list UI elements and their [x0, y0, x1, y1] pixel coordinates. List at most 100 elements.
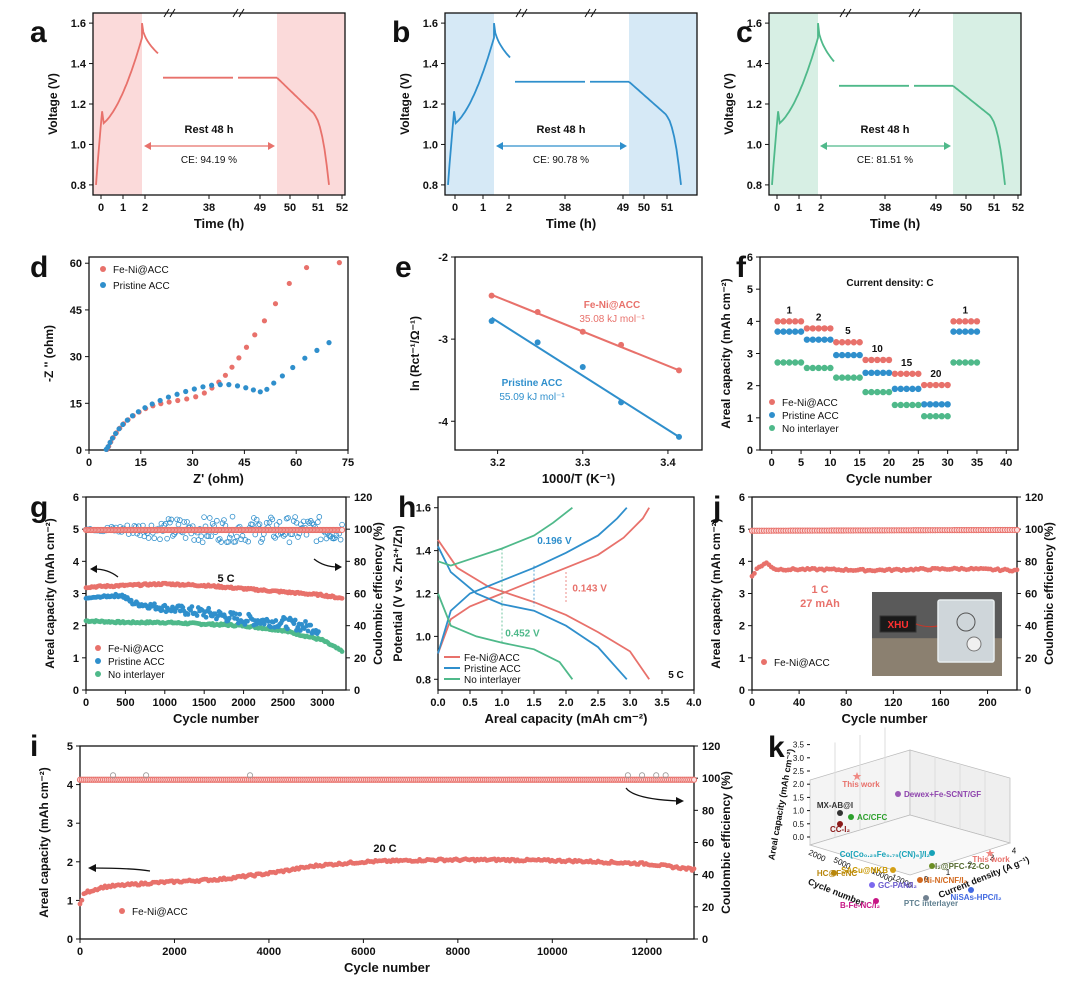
x-tick-label: 2	[506, 202, 512, 214]
ce-point-blue	[337, 536, 344, 543]
legend-label: Pristine ACC	[108, 657, 165, 668]
ce-point-blue	[216, 536, 223, 542]
x-tick-label: 38	[559, 202, 571, 214]
point-label: Ni-N/CNF/I₂	[924, 876, 968, 885]
data-point-red	[833, 339, 840, 346]
ce-point-blue	[256, 521, 263, 528]
data-point-red	[915, 370, 922, 377]
data-point-red	[336, 260, 342, 266]
x-tick-label: 0.0	[430, 697, 445, 709]
x-tick-label: 51	[661, 202, 673, 214]
y-tick-label: 2	[739, 621, 745, 633]
y-tick-label: 1.2	[747, 99, 762, 111]
y-tick-label-right: 40	[354, 621, 366, 633]
y-axis-label: Areal capacity (mAh cm⁻²)	[37, 767, 51, 917]
legend-marker	[100, 282, 106, 288]
rest-annotation: Rest 48 h	[185, 124, 234, 136]
data-point-blue	[932, 401, 940, 408]
y-tick-label: 3.0	[793, 754, 805, 763]
scatter-marker	[837, 821, 843, 827]
scatter-marker	[848, 814, 854, 820]
point-label: B-Fe-NC/I₂	[840, 901, 880, 910]
x-tick-label: 50	[284, 202, 296, 214]
scatter-marker	[923, 895, 929, 901]
data-point-green	[786, 359, 793, 366]
legend-label: Pristine ACC	[464, 664, 521, 675]
x-axis-label: Time (h)	[546, 216, 596, 231]
data-point-green	[944, 413, 951, 420]
ce-outlier	[624, 772, 631, 779]
ce-point-blue	[206, 515, 213, 521]
data-point-blue	[488, 318, 495, 325]
data-point-blue	[534, 339, 541, 346]
data-point-blue	[191, 386, 197, 392]
rate-annotation: 5 C	[668, 670, 684, 681]
axis-break	[914, 8, 921, 18]
capacity-point-blue	[194, 613, 200, 618]
y-tick-label-right: 80	[354, 556, 366, 568]
data-point-red	[891, 370, 899, 377]
data-point-blue	[879, 369, 887, 376]
y-tick-label-right: 60	[1025, 589, 1037, 601]
ce-point-blue	[285, 515, 291, 521]
discharge-region-shade	[629, 13, 697, 195]
y-tick-label-right: 0	[354, 685, 360, 697]
arrow-head	[268, 142, 275, 150]
panel-letter-h: h	[398, 491, 416, 524]
voltage-gap-label: 0.452 V	[505, 628, 540, 639]
data-point-red	[862, 356, 869, 364]
ce-point-blue	[201, 514, 207, 520]
ce-point-blue	[300, 518, 307, 525]
ce-point-blue	[315, 519, 321, 525]
z-tick-label: 0	[924, 875, 929, 884]
ce-point-blue	[292, 514, 298, 520]
ce-point-blue	[199, 539, 206, 546]
capacity-point-blue	[234, 616, 240, 622]
capacity-point-blue	[180, 604, 186, 610]
capacity-point-blue	[159, 607, 165, 613]
y-tick-label: 1.6	[423, 18, 438, 30]
right-axis-arrow	[625, 787, 679, 802]
y-tick-label: 4	[67, 780, 74, 792]
y-tick-label: 5	[739, 524, 745, 536]
x-axis-label: Z' (ohm)	[193, 471, 244, 486]
y-tick-label: 1.4	[747, 59, 763, 71]
x-tick-label: 40	[793, 697, 805, 709]
data-point-blue	[897, 385, 904, 393]
ce-point-blue	[309, 520, 315, 526]
ce-point-blue	[233, 533, 240, 540]
data-point-red	[236, 355, 242, 361]
y-tick-label-right: 60	[354, 589, 366, 601]
ce-point-blue	[339, 521, 345, 528]
y-tick-label: 1.0	[747, 139, 762, 151]
arrow-head	[676, 797, 684, 805]
ce-point-blue	[303, 531, 310, 538]
z-tick-label: 3	[990, 854, 995, 863]
data-point-red	[809, 325, 816, 332]
data-point-green	[879, 388, 887, 396]
scatter-marker	[929, 863, 935, 869]
legend-label: No interlayer	[464, 675, 521, 686]
x-tick-label: 3.3	[575, 457, 590, 469]
data-point-green	[938, 413, 945, 420]
arrow-head	[820, 142, 827, 150]
x-tick-label: 1.5	[526, 697, 541, 709]
y-tick-label: 2	[67, 857, 73, 869]
y-tick-label: 1.5	[793, 793, 805, 802]
data-point-red	[201, 390, 207, 396]
data-point-red	[926, 381, 934, 389]
data-point-blue	[885, 369, 893, 376]
data-point-green	[967, 359, 975, 366]
legend-marker	[769, 412, 775, 418]
data-point-red	[272, 301, 279, 307]
data-point-blue	[844, 351, 852, 359]
data-point-blue	[226, 382, 232, 388]
axis-break	[584, 8, 591, 18]
x-tick-label: 0	[749, 697, 755, 709]
y-axis-label: Voltage (V)	[722, 73, 736, 135]
capacity-annotation: 27 mAh	[800, 598, 840, 610]
data-point-blue	[973, 328, 981, 335]
legend-marker	[769, 425, 775, 431]
x-tick-label: 30	[186, 457, 198, 469]
data-point-red	[243, 344, 250, 350]
